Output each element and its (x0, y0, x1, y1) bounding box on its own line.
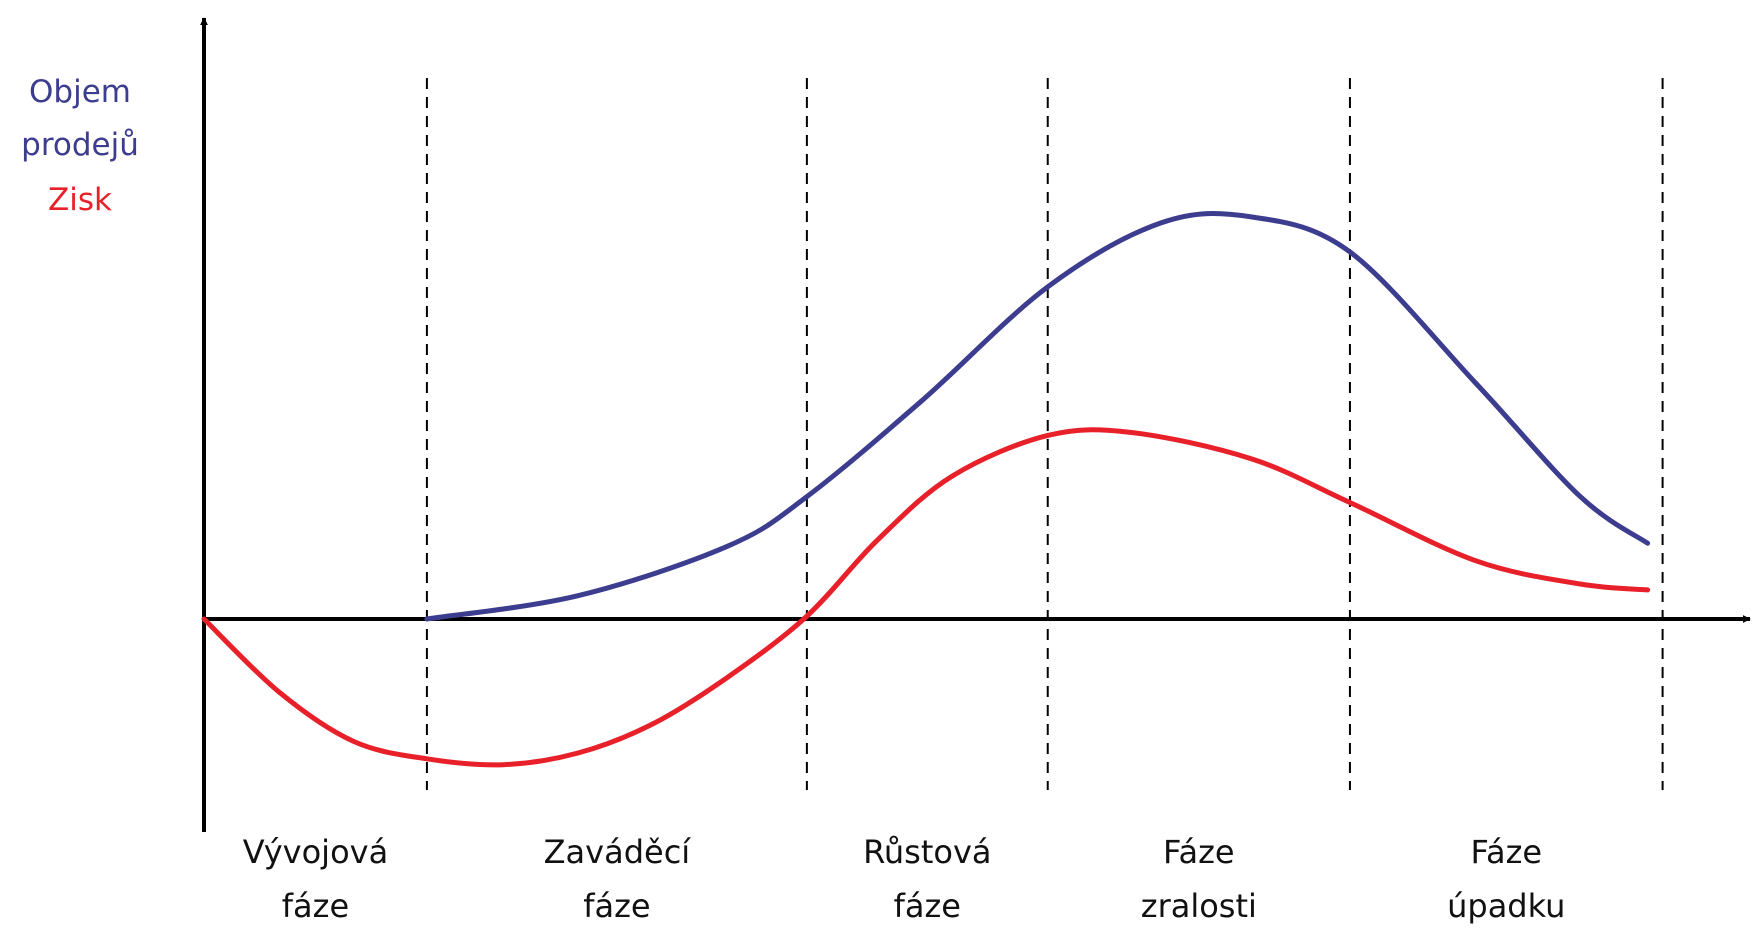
phase-label-3-line-1: Růstová (863, 833, 991, 871)
series-layer (201, 211, 1651, 768)
phase-label-4-line-1: Fáze (1163, 833, 1235, 871)
phase-label-1-line-1: Vývojová (243, 833, 389, 871)
phase-label-1-line-2: fáze (282, 887, 349, 925)
phase-label-4-line-2: zralosti (1141, 887, 1257, 925)
y-label-line-3: Zisk (48, 182, 112, 218)
phase-label-5-line-2: úpadku (1447, 887, 1565, 925)
phase-boundaries (425, 78, 1664, 790)
profit-series-line (201, 427, 1651, 768)
phase-label-3-line-2: fáze (894, 887, 961, 925)
y-label-line-1: Objem (29, 74, 131, 110)
phase-label-2-line-2: fáze (583, 887, 650, 925)
y-label-line-2: prodejů (21, 127, 139, 163)
phase-label-5-line-1: Fáze (1470, 833, 1542, 871)
phase-label-2-line-1: Zaváděcí (544, 833, 692, 871)
sales-series-line (424, 211, 1651, 622)
